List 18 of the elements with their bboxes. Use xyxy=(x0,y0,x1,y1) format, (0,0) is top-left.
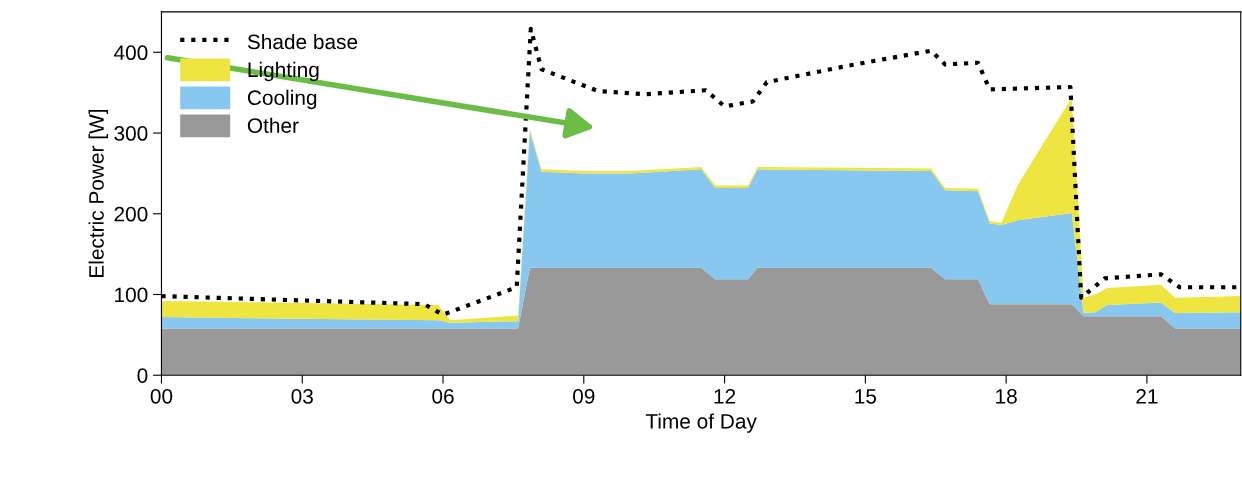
x-axis-title: Time of Day xyxy=(645,413,757,433)
x-tick-label: 09 xyxy=(573,388,595,404)
y-tick-label: 400 xyxy=(113,45,148,61)
x-tick-label: 03 xyxy=(291,388,313,404)
x-tick-label: 12 xyxy=(714,388,736,404)
x-tick-label: 18 xyxy=(996,388,1017,404)
y-tick-label: 200 xyxy=(114,206,148,222)
x-tick-label: 00 xyxy=(150,388,173,404)
legend-label: Cooling xyxy=(247,89,317,110)
legend-label: Shade base xyxy=(247,33,358,50)
y-tick-label: 0 xyxy=(137,368,148,383)
x-tick-label: 15 xyxy=(855,389,877,404)
y-axis-title: Electric Power [W] xyxy=(88,109,108,277)
legend-label: Other xyxy=(247,117,299,133)
x-tick-label: 21 xyxy=(1136,388,1158,404)
y-tick-label: 300 xyxy=(114,126,148,141)
y-tick-label: 100 xyxy=(115,287,148,303)
x-tick-label: 06 xyxy=(432,388,454,404)
